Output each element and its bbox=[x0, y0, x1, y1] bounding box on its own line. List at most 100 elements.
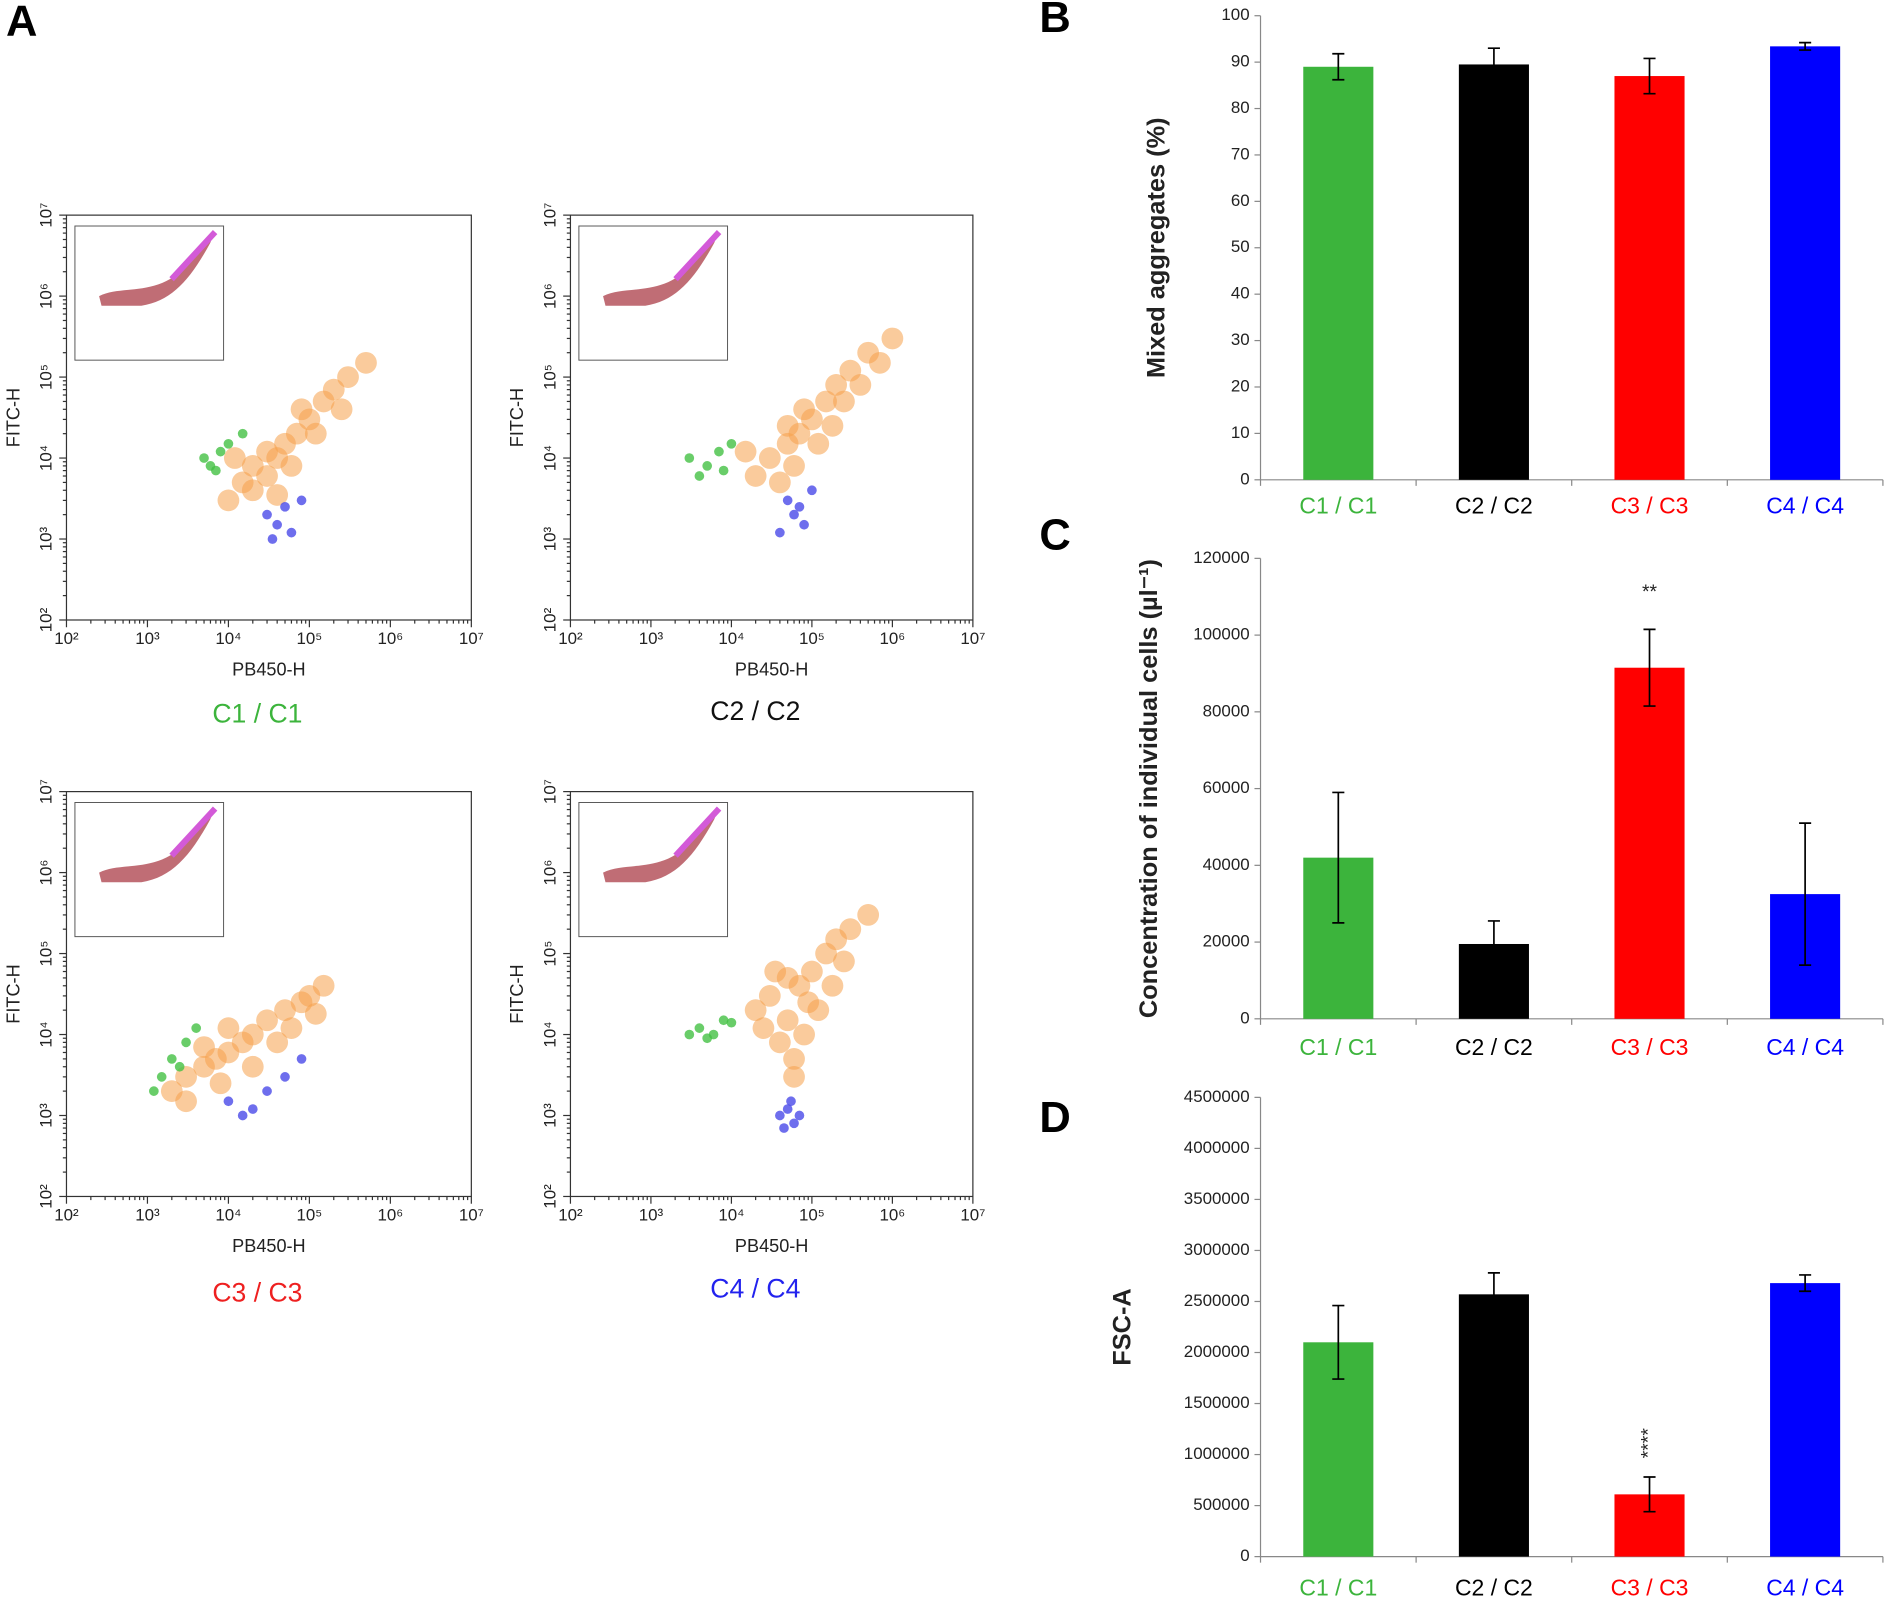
scatter-point bbox=[312, 974, 335, 997]
scatter-point bbox=[337, 366, 359, 388]
y-tick-label: 120000 bbox=[1193, 548, 1249, 567]
x-tick-label: 10³ bbox=[639, 629, 664, 648]
inset-diagonal bbox=[673, 230, 722, 282]
scatter-point bbox=[789, 1118, 799, 1129]
y-tick-label: 10⁶ bbox=[541, 283, 560, 309]
scatter-point bbox=[267, 534, 278, 544]
scatter-point bbox=[280, 1072, 290, 1082]
error-bar bbox=[1332, 791, 1345, 924]
scatter-point bbox=[726, 1017, 737, 1028]
y-tick-label: 10⁷ bbox=[541, 779, 560, 804]
y-tick-label: 10⁵ bbox=[541, 941, 560, 967]
y-axis-label: FITC-H bbox=[507, 388, 527, 447]
inset-cloud bbox=[99, 233, 214, 306]
y-tick-label: 3000000 bbox=[1184, 1240, 1250, 1259]
scatter-point bbox=[193, 1036, 215, 1058]
x-tick-label: 10⁴ bbox=[215, 629, 241, 648]
y-tick-label: 10³ bbox=[541, 1103, 560, 1128]
y-tick-label: 10⁵ bbox=[37, 941, 56, 967]
y-tick-label: 10⁷ bbox=[37, 203, 56, 228]
scatter-point bbox=[807, 432, 830, 455]
scatter-point bbox=[209, 1072, 232, 1095]
panel-letter: A bbox=[6, 0, 37, 46]
error-bar bbox=[1643, 1476, 1656, 1513]
scatter-point bbox=[726, 438, 737, 449]
x-tick-label: 10² bbox=[54, 629, 79, 648]
scatter-point bbox=[768, 1031, 791, 1054]
bar bbox=[1770, 46, 1841, 480]
y-axis-label: FITC-H bbox=[3, 388, 23, 447]
y-tick-label: 10⁴ bbox=[541, 1021, 560, 1047]
error-bar bbox=[1332, 52, 1345, 81]
scatter-point bbox=[857, 904, 880, 926]
x-axis-label: PB450-H bbox=[232, 660, 305, 680]
scatter-point bbox=[714, 446, 724, 457]
scatter-point bbox=[694, 1023, 705, 1033]
plot-frame bbox=[65, 214, 472, 621]
scatter-point bbox=[217, 489, 240, 512]
scatter-point bbox=[734, 440, 757, 463]
plot-title: C1 / C1 bbox=[212, 698, 302, 728]
error-bar bbox=[1332, 1304, 1345, 1380]
x-tick-label: C1 / C1 bbox=[1299, 1034, 1377, 1060]
scatter-point bbox=[262, 509, 272, 520]
bar bbox=[1614, 76, 1685, 480]
y-tick-label: 10⁵ bbox=[541, 364, 560, 390]
y-tick-label: 60000 bbox=[1203, 778, 1250, 797]
y-tick-label: 10 bbox=[1231, 423, 1250, 442]
scatter-point bbox=[223, 447, 246, 469]
scatter-point bbox=[296, 495, 307, 506]
y-tick-label: 90 bbox=[1231, 52, 1250, 71]
scatter-point bbox=[211, 465, 221, 476]
x-axis-label: PB450-H bbox=[735, 1236, 808, 1256]
y-tick-label: 10⁷ bbox=[37, 779, 56, 804]
scatter-point bbox=[174, 1061, 185, 1072]
x-tick-label: 10⁵ bbox=[799, 1205, 825, 1224]
scatter-point bbox=[272, 519, 282, 530]
scatter-point bbox=[191, 1023, 202, 1033]
x-tick-label: 10² bbox=[558, 1205, 583, 1224]
scatter-point bbox=[839, 918, 862, 941]
scatter-point bbox=[783, 1065, 805, 1088]
y-axis-label: Concentration of individual cells (µl⁻¹) bbox=[1135, 559, 1163, 1018]
x-tick-label: C2 / C2 bbox=[1455, 493, 1533, 519]
scatter-point bbox=[815, 390, 837, 413]
scatter-point bbox=[793, 1023, 815, 1046]
plot-title: C4 / C4 bbox=[710, 1274, 800, 1304]
scatter-point bbox=[789, 509, 799, 520]
x-tick-label: 10⁷ bbox=[459, 1205, 484, 1224]
error-bar bbox=[1643, 57, 1656, 95]
x-tick-label: 10⁴ bbox=[718, 1205, 744, 1224]
scatter-point bbox=[821, 974, 844, 997]
x-tick-label: 10⁶ bbox=[377, 629, 403, 648]
scatter-point bbox=[764, 960, 787, 983]
x-tick-label: 10³ bbox=[135, 629, 160, 648]
x-tick-label: C2 / C2 bbox=[1455, 1034, 1533, 1060]
y-tick-label: 100000 bbox=[1193, 625, 1249, 644]
x-axis-label: PB450-H bbox=[232, 1236, 305, 1256]
y-tick-label: 10⁴ bbox=[541, 445, 560, 471]
y-tick-label: 80000 bbox=[1203, 701, 1250, 720]
scatter-point bbox=[266, 484, 289, 506]
scatter-point bbox=[801, 960, 823, 983]
y-tick-label: 10⁷ bbox=[541, 203, 560, 228]
x-tick-label: 10⁷ bbox=[960, 629, 985, 648]
y-tick-label: 3500000 bbox=[1184, 1189, 1250, 1208]
scatter-point bbox=[274, 999, 296, 1022]
plot-frame bbox=[569, 791, 974, 1198]
scatter-point bbox=[241, 1055, 264, 1078]
error-bar bbox=[1487, 920, 1500, 968]
scatter-point bbox=[280, 501, 290, 512]
error-bar bbox=[1799, 41, 1812, 51]
plot-frame bbox=[569, 214, 974, 621]
scatter-point bbox=[166, 1054, 177, 1064]
y-tick-label: 10³ bbox=[37, 1103, 56, 1128]
scatter-point bbox=[783, 1048, 805, 1070]
y-tick-label: 20 bbox=[1231, 376, 1250, 395]
y-tick-label: 0 bbox=[1240, 1008, 1249, 1027]
y-tick-label: 4500000 bbox=[1184, 1087, 1250, 1106]
plot-title: C2 / C2 bbox=[710, 696, 800, 726]
scatter-point bbox=[256, 1009, 278, 1032]
y-tick-label: 2000000 bbox=[1184, 1342, 1250, 1361]
